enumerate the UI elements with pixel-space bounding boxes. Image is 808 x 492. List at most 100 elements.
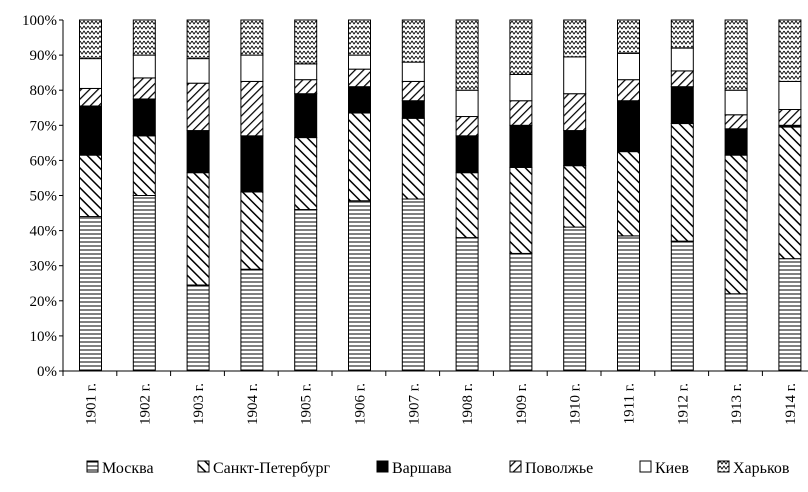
x-tick-label: 1914 г. — [783, 383, 799, 425]
x-tick-label: 1913 г. — [729, 383, 745, 425]
bar-segment-6 — [240, 19, 264, 56]
bar-segment-5 — [724, 89, 748, 116]
legend-label: Санкт-Петербург — [213, 460, 331, 477]
bar-segment-2 — [186, 172, 210, 286]
y-tick-label: 90% — [30, 48, 58, 64]
x-tick-label: 1906 г. — [353, 383, 369, 425]
bar-segment-2 — [670, 123, 694, 242]
bar-segment-4 — [509, 100, 533, 126]
bar-segment-3 — [401, 100, 425, 119]
bars — [79, 19, 802, 372]
bar-segment-4 — [455, 116, 479, 137]
bar-segment-2 — [724, 154, 748, 295]
y-tick-label: 20% — [30, 294, 58, 310]
x-tick-label: 1903 г. — [191, 383, 207, 425]
x-axis-ticks: 1901 г. 1902 г. 1903 г. 1904 г. 1905 г. 1906 … — [62, 371, 799, 425]
bar-segment-5 — [294, 63, 318, 81]
bar-segment-5 — [401, 61, 425, 82]
bar-segment-5 — [186, 58, 210, 84]
x-tick-label: 1902 г. — [137, 383, 153, 425]
y-tick-label: 10% — [30, 329, 58, 345]
bar-segment-5 — [617, 52, 640, 81]
bar-segment-4 — [79, 87, 102, 107]
bar-segment-3 — [563, 130, 587, 167]
y-tick-label: 40% — [30, 224, 58, 240]
bar-segment-1 — [724, 293, 748, 372]
y-tick-label: 60% — [30, 153, 58, 169]
legend-label: Варшава — [392, 460, 452, 477]
legend-label: Москва — [102, 460, 154, 477]
bar-segment-6 — [778, 19, 802, 82]
bar-segment-2 — [563, 165, 587, 228]
bar-segment-1 — [778, 258, 802, 372]
y-tick-label: 30% — [30, 259, 58, 275]
bar-segment-6 — [724, 19, 748, 91]
bar-segment-2 — [348, 112, 371, 202]
axes — [62, 20, 808, 372]
y-axis-ticks: 0% 10% 20% 30% 40% 50% 60% 70% 80% 90% 100% — [22, 13, 63, 380]
legend-swatch — [639, 460, 652, 473]
x-tick-label: 1904 г. — [245, 383, 261, 425]
bar-segment-2 — [509, 166, 533, 254]
bar-segment-5 — [132, 54, 156, 79]
bar-segment-5 — [778, 80, 802, 111]
legend-swatch — [509, 460, 522, 473]
bar-segment-3 — [455, 135, 479, 174]
bar-segment-2 — [778, 126, 802, 260]
bar-segment-6 — [79, 19, 102, 60]
x-tick-label: 1907 г. — [406, 383, 422, 425]
legend-swatch — [86, 460, 99, 473]
x-tick-label: 1901 г. — [84, 383, 100, 425]
bar-segment-6 — [186, 19, 210, 60]
bar-segment-6 — [348, 19, 371, 56]
bar-segment-4 — [670, 70, 694, 88]
bar-segment-1 — [401, 198, 425, 372]
bar-segment-5 — [509, 73, 533, 102]
bar-segment-3 — [617, 100, 640, 153]
bar-segment-6 — [563, 19, 587, 58]
bar-segment-1 — [79, 216, 102, 372]
bar-segment-3 — [186, 130, 210, 174]
bar-segment-1 — [617, 235, 640, 372]
bar-segment-3 — [294, 93, 318, 139]
bar-segment-1 — [563, 226, 587, 372]
bar-segment-6 — [509, 19, 533, 75]
bar-segment-5 — [563, 56, 587, 95]
bar-segment-3 — [348, 86, 371, 114]
legend-swatch — [197, 460, 210, 473]
bar-segment-6 — [455, 19, 479, 91]
bar-segment-4 — [348, 68, 371, 88]
bar-segment-4 — [617, 79, 640, 102]
bar-segment-4 — [778, 109, 802, 126]
x-tick-label: 1910 г. — [568, 383, 584, 425]
bar-segment-1 — [670, 240, 694, 372]
legend: Москва Санкт-Петербург Варшава Поволжье Киев… — [86, 460, 790, 477]
y-tick-label: 70% — [30, 118, 58, 134]
bar-segment-2 — [240, 191, 264, 270]
legend-label: Поволжье — [525, 460, 593, 477]
x-tick-label: 1911 г. — [622, 383, 638, 424]
bar-segment-3 — [509, 124, 533, 168]
bar-segment-6 — [617, 19, 640, 54]
y-tick-label: 0% — [37, 364, 57, 380]
bar-segment-2 — [132, 135, 156, 196]
bar-segment-2 — [294, 137, 318, 211]
bar-segment-2 — [401, 117, 425, 200]
bar-segment-5 — [670, 47, 694, 72]
bar-segment-3 — [670, 86, 694, 125]
legend-label: Харьков — [733, 460, 790, 477]
y-tick-label: 100% — [22, 13, 57, 29]
bar-segment-5 — [79, 58, 102, 89]
bar-segment-5 — [348, 54, 371, 70]
x-tick-label: 1905 г. — [299, 383, 315, 425]
bar-segment-6 — [670, 19, 694, 49]
bar-segment-1 — [455, 237, 479, 372]
bar-segment-4 — [294, 79, 318, 95]
bar-segment-1 — [509, 252, 533, 372]
bar-segment-3 — [724, 128, 748, 156]
bar-segment-4 — [132, 77, 156, 100]
y-tick-label: 50% — [30, 189, 58, 205]
x-tick-label: 1912 г. — [675, 383, 691, 425]
bar-segment-1 — [294, 209, 318, 372]
